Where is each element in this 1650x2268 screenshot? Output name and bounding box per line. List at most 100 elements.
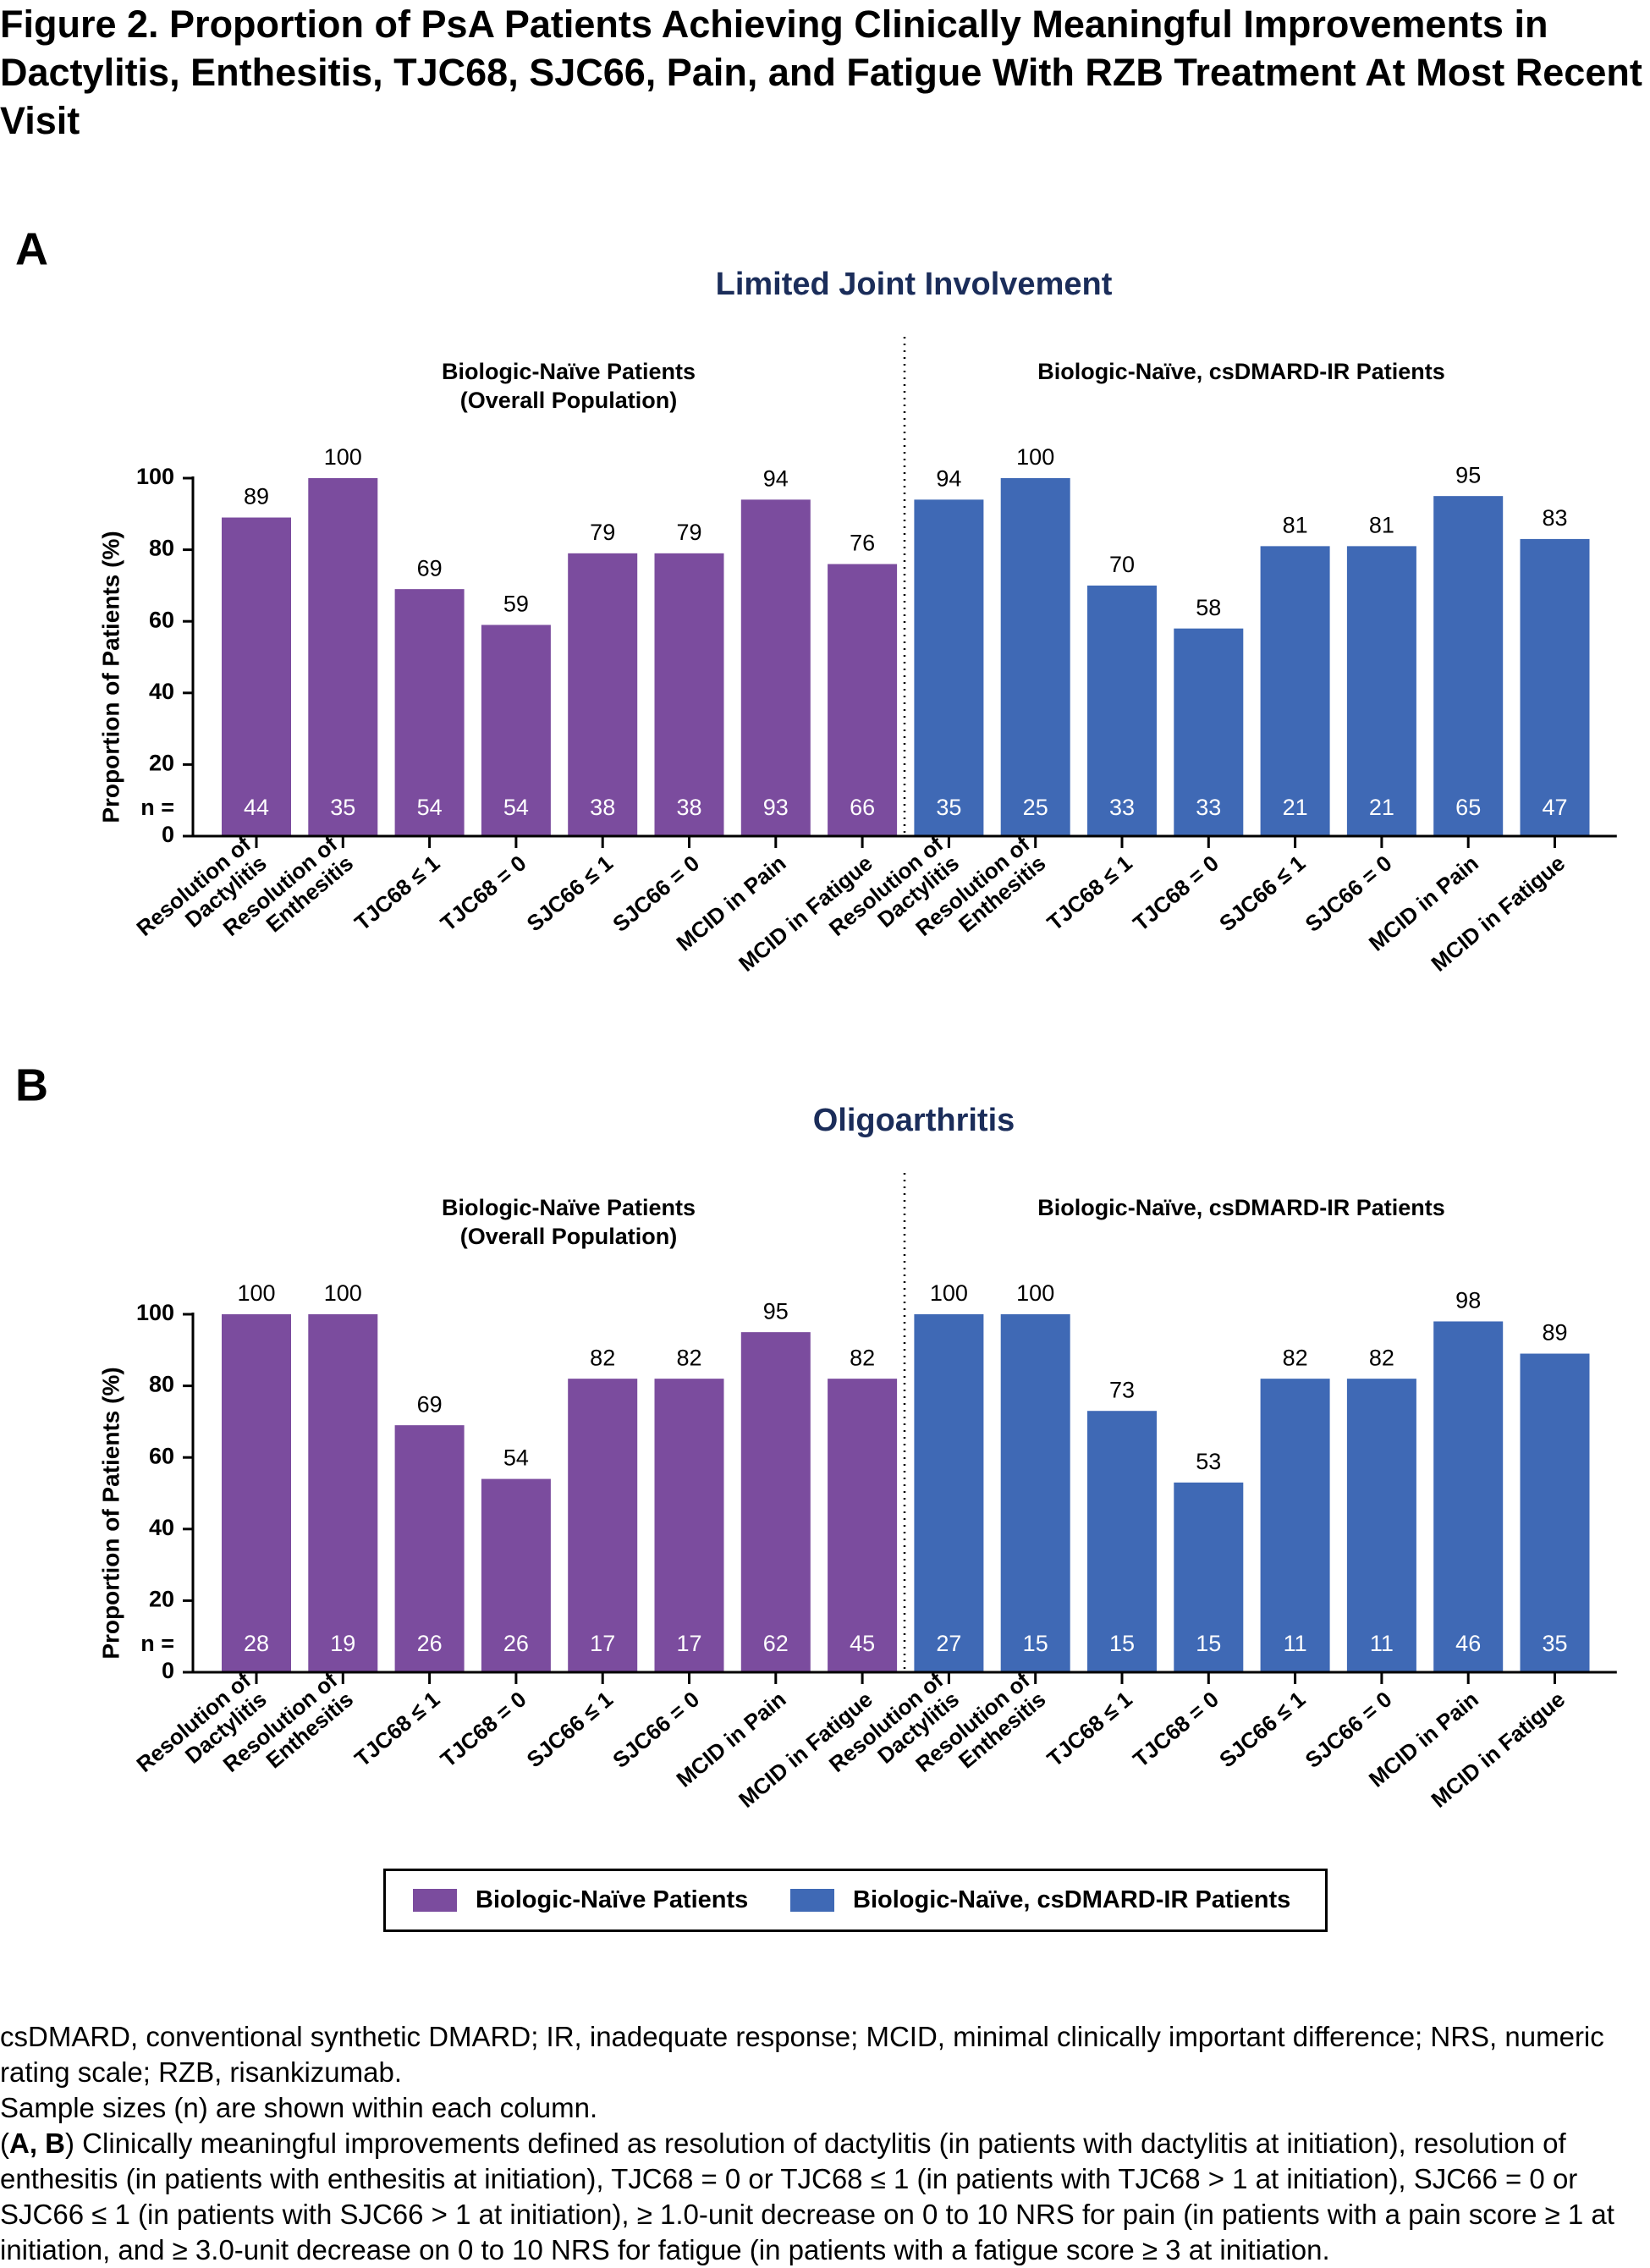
bar-sjc66-le-1 [1260,1379,1330,1672]
bar-n-label: 26 [417,1631,443,1656]
n-row-label: n = [140,1631,174,1656]
y-tick-label: 40 [149,679,174,704]
bar-resolution-of-enthesitis [1000,1314,1070,1672]
x-tick-label: TJC68 ≤ 1 [349,850,444,936]
bar-tjc68-eq-0 [481,1478,551,1672]
legend-label-csdmard-ir: Biologic-Naïve, csDMARD-IR Patients [853,1886,1291,1913]
footnote-sample-sizes: Sample sizes (n) are shown within each c… [0,2092,598,2123]
bar-n-label: 38 [676,795,701,820]
bar-value-label: 100 [1016,444,1054,470]
bar-sjc66-eq-0 [1346,1379,1416,1672]
bar-n-label: 35 [936,795,961,820]
x-tick-label: TJC68 = 0 [436,850,531,936]
bar-value-label: 100 [1016,1280,1054,1306]
group-title: (Overall Population) [460,1224,678,1249]
bar-value-label: 95 [1455,462,1481,487]
bar-n-label: 33 [1196,795,1221,820]
bar-n-label: 11 [1284,1631,1307,1656]
bar-tjc68-eq-0 [1174,628,1244,836]
bar-value-label: 53 [1196,1449,1221,1474]
bar-n-label: 28 [244,1631,269,1656]
y-tick-label: 80 [149,536,174,561]
bar-value-label: 94 [936,466,961,492]
bar-value-label: 70 [1109,552,1135,577]
bar-value-label: 79 [676,520,701,545]
bar-value-label: 69 [417,1391,443,1417]
bar-mcid-in-pain [1433,496,1504,836]
bar-tjc68-le-1 [1087,585,1157,836]
y-tick-label: 60 [149,1443,174,1468]
bar-value-label: 98 [1455,1288,1481,1313]
bar-value-label: 100 [324,444,362,470]
x-tick-label-line: TJC68 = 0 [436,1687,531,1772]
footnote-definitions: (A, B) Clinically meaningful improvement… [0,2128,1614,2265]
bar-n-label: 35 [330,795,355,820]
x-tick-label: TJC68 = 0 [1128,1687,1224,1772]
panel-b-svg: B Oligoarthritis Biologic-Naïve Patients (O… [15,1060,1617,1809]
bar-resolution-of-dactylitis [914,499,984,836]
legend-swatch-biologic-naive [413,1889,457,1912]
bar-resolution-of-dactylitis [914,1314,984,1672]
group-title: (Overall Population) [460,388,678,413]
x-tick-label-line: TJC68 = 0 [1128,1687,1224,1772]
x-tick-label-line: SJC66 ≤ 1 [1214,850,1310,937]
bar-mcid-in-fatigue [828,1379,898,1672]
bar-value-label: 82 [1283,1345,1308,1370]
bar-tjc68-eq-0 [481,625,551,836]
y-tick-label: 0 [162,822,174,847]
bar-n-label: 17 [676,1631,701,1656]
bar-tjc68-le-1 [1087,1411,1157,1672]
bar-value-label: 89 [244,484,269,509]
legend: Biologic-Naïve Patients Biologic-Naïve, … [383,1869,1328,1932]
y-axis-title: Proportion of Patients (%) [97,531,124,823]
footnote-definitions-panels: A, B [9,2128,65,2159]
chart-title: Limited Joint Involvement [716,267,1113,302]
bar-sjc66-eq-0 [654,553,724,836]
bar-value-label: 69 [417,555,443,581]
bar-tjc68-le-1 [394,1425,465,1672]
bar-value-label: 58 [1196,595,1221,620]
bar-n-label: 62 [763,1631,789,1656]
x-tick-label-line: SJC66 ≤ 1 [1214,1687,1310,1773]
bar-n-label: 11 [1370,1631,1394,1656]
bar-value-label: 73 [1109,1377,1135,1402]
bar-n-label: 15 [1023,1631,1048,1656]
panel-letter: B [15,1060,48,1110]
bar-n-label: 15 [1196,1631,1221,1656]
bar-value-label: 79 [590,520,615,545]
y-tick-label: 80 [149,1372,174,1397]
group-title: Biologic-Naïve, csDMARD-IR Patients [1037,1195,1445,1220]
x-tick-label: TJC68 ≤ 1 [1042,1687,1137,1772]
panel-letter: A [15,223,48,274]
bar-n-label: 65 [1455,795,1481,820]
group-title: Biologic-Naïve Patients [442,1195,696,1220]
x-tick-label-line: SJC66 ≤ 1 [522,1687,618,1773]
bar-value-label: 100 [324,1280,362,1306]
x-tick-label: TJC68 ≤ 1 [1042,850,1137,936]
bar-resolution-of-enthesitis [308,478,378,836]
y-tick-label: 100 [136,1300,174,1325]
group-title: Biologic-Naïve Patients [442,359,696,384]
x-tick-label-line: SJC66 ≤ 1 [522,850,618,937]
x-tick-label-line: TJC68 = 0 [436,850,531,936]
bar-n-label: 38 [590,795,615,820]
panel-b-chart: B Oligoarthritis Biologic-Naïve Patients (O… [0,1048,1650,1809]
bar-value-label: 59 [503,592,529,617]
bar-resolution-of-dactylitis [222,1314,291,1672]
bar-n-label: 19 [330,1631,355,1656]
bar-mcid-in-pain [1433,1321,1504,1672]
y-axis-title: Proportion of Patients (%) [97,1367,124,1659]
bar-n-label: 54 [503,795,529,820]
y-tick-label: 100 [136,464,174,489]
bar-value-label: 100 [930,1280,968,1306]
x-tick-label: TJC68 = 0 [1128,850,1224,936]
figure-title: Figure 2. Proportion of PsA Patients Ach… [0,3,1642,142]
bar-tjc68-le-1 [394,589,465,836]
bar-sjc66-eq-0 [654,1379,724,1672]
bar-mcid-in-pain [740,499,811,836]
x-tick-label-line: TJC68 ≤ 1 [349,850,444,936]
x-tick-label-line: TJC68 ≤ 1 [1042,1687,1137,1772]
legend-item-csdmard-ir: Biologic-Naïve, csDMARD-IR Patients [790,1871,1290,1929]
x-tick-label-line: TJC68 ≤ 1 [349,1687,444,1772]
bar-resolution-of-enthesitis [1000,478,1070,836]
